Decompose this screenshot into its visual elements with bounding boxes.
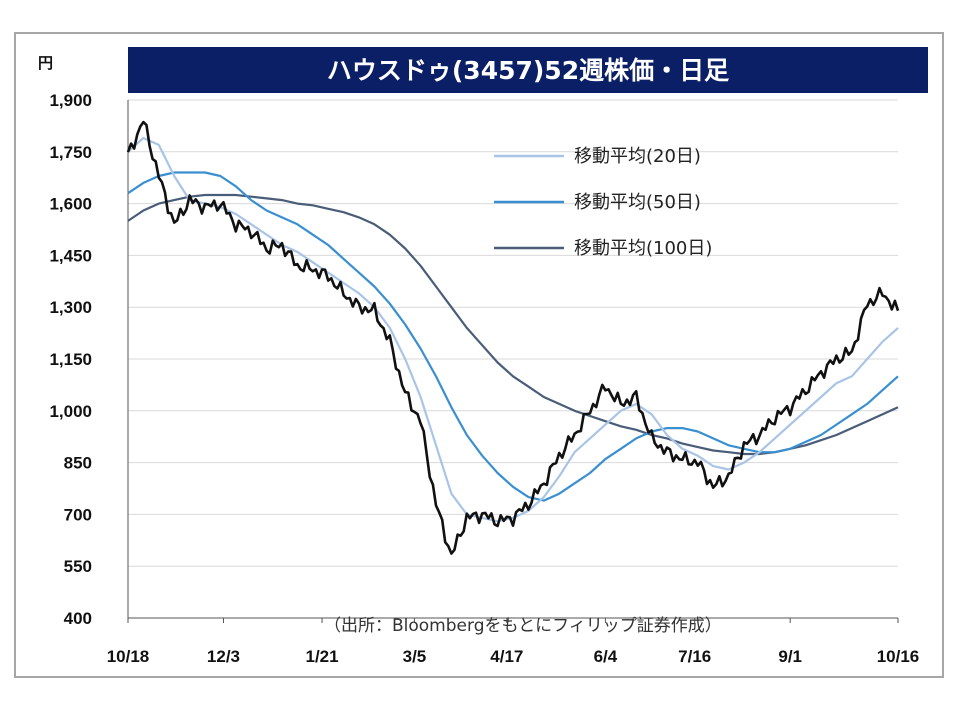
legend-entry: 移動平均(50日): [574, 192, 701, 213]
chart-frame: ハウスドゥ(3457)52週株価・日足 円 1,900 1,750 1,600 1,4…: [14, 32, 944, 678]
y-tick-label: 1,750: [49, 143, 92, 162]
y-tick-label: 1,900: [49, 91, 92, 110]
x-tick-label: 6/4: [594, 647, 618, 666]
legend-entry: 移動平均(20日): [574, 146, 701, 167]
series-line-1: [127, 136, 899, 523]
chart-title: ハウスドゥ(3457)52週株価・日足: [327, 56, 729, 85]
x-tick-labels: 10/18 12/3 1/21 3/5 4/17 6/4 7/16 9/1 10/16: [107, 618, 920, 666]
legend-entry: 移動平均(100日): [574, 238, 712, 259]
y-tick-label: 850: [64, 454, 92, 473]
legend: 移動平均(20日) 移動平均(50日) 移動平均(100日): [494, 146, 712, 259]
y-tick-label: 1,000: [49, 402, 92, 421]
x-tick-label: 1/21: [305, 647, 338, 666]
y-tick-label: 700: [64, 505, 92, 524]
y-tick-label: 1,600: [49, 195, 92, 214]
y-tick-label: 550: [64, 557, 92, 576]
series-line-3: [127, 193, 899, 456]
series-line-0: [126, 120, 900, 555]
series-lines: [126, 120, 900, 555]
x-tick-label: 9/1: [778, 647, 802, 666]
x-tick-label: 12/3: [207, 647, 240, 666]
title-bar: [128, 47, 928, 93]
stock-chart: ハウスドゥ(3457)52週株価・日足 円 1,900 1,750 1,600 1,4…: [38, 47, 928, 666]
y-tick-label: 400: [64, 609, 92, 628]
x-tick-label: 10/16: [877, 647, 920, 666]
x-tick-label: 3/5: [403, 647, 427, 666]
source-note: （出所：Bloombergをもとにフィリップ証券作成）: [324, 616, 722, 636]
x-tick-label: 10/18: [107, 647, 150, 666]
grid-lines: [127, 99, 898, 619]
y-unit-label: 円: [38, 54, 53, 72]
series-line-2: [127, 171, 899, 502]
y-tick-label: 1,300: [49, 298, 92, 317]
y-tick-labels: 1,900 1,750 1,600 1,450 1,300 1,150 1,000 850 70…: [49, 91, 92, 628]
x-tick-label: 4/17: [490, 647, 523, 666]
y-tick-label: 1,150: [49, 350, 92, 369]
x-tick-label: 7/16: [678, 647, 711, 666]
y-tick-label: 1,450: [49, 246, 92, 265]
